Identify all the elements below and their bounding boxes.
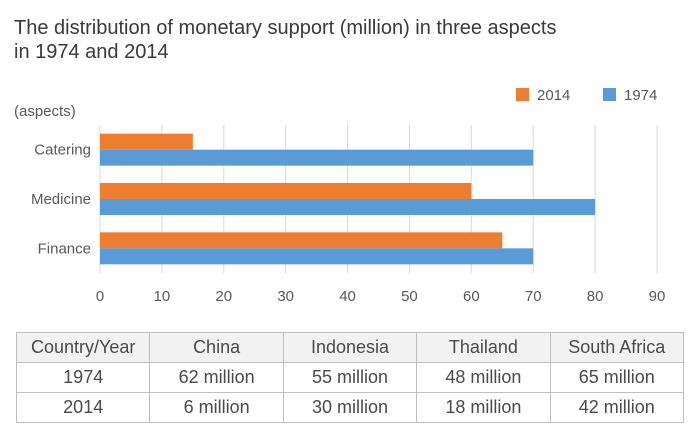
legend-swatch-2014 bbox=[516, 88, 529, 101]
bar-catering-2014 bbox=[100, 133, 193, 150]
category-label: Finance bbox=[38, 240, 91, 257]
table-cell: 62 million bbox=[149, 362, 284, 393]
table-cell: 30 million bbox=[282, 392, 418, 423]
data-table: Country/Year China Indonesia Thailand So… bbox=[15, 332, 685, 423]
table-header-cell: Thailand bbox=[416, 332, 551, 363]
bar-catering-1974 bbox=[100, 149, 534, 166]
table-cell: 18 million bbox=[416, 392, 551, 423]
bar-chart: The distribution of monetary support (mi… bbox=[14, 17, 666, 305]
x-tick-label: 60 bbox=[463, 288, 480, 305]
chart-title-line-1: The distribution of monetary support (mi… bbox=[14, 17, 556, 39]
category-labels: Catering Medicine Finance bbox=[31, 142, 91, 258]
table-header-cell: South Africa bbox=[549, 332, 685, 363]
table-header-cell: Indonesia bbox=[282, 332, 418, 363]
legend-swatch-1974 bbox=[603, 88, 616, 101]
table-cell: 2014 bbox=[15, 392, 151, 423]
x-tick-label: 20 bbox=[215, 288, 232, 305]
legend-label-2014: 2014 bbox=[537, 87, 570, 104]
bar-medicine-2014 bbox=[100, 183, 472, 199]
bar-finance-1974 bbox=[100, 248, 534, 265]
x-tick-label: 10 bbox=[154, 288, 171, 305]
y-axis-label: (aspects) bbox=[14, 103, 76, 120]
table-header-cell: Country/Year bbox=[15, 332, 151, 363]
x-tick-label: 80 bbox=[587, 288, 604, 305]
table-header-row: Country/Year China Indonesia Thailand So… bbox=[15, 332, 685, 363]
x-tick-label: 30 bbox=[277, 288, 294, 305]
table-cell: 1974 bbox=[15, 362, 151, 393]
category-label: Medicine bbox=[31, 191, 91, 208]
table-cell: 6 million bbox=[149, 392, 284, 423]
x-tick-label: 90 bbox=[649, 288, 666, 305]
bar-medicine-1974 bbox=[100, 199, 596, 215]
x-tick-label: 50 bbox=[401, 288, 418, 305]
table-cell: 48 million bbox=[416, 362, 551, 393]
table-cell: 65 million bbox=[549, 362, 685, 393]
table-cell: 42 million bbox=[549, 392, 685, 423]
table-header-cell: China bbox=[149, 332, 284, 363]
chart-title-line-2: in 1974 and 2014 bbox=[14, 41, 169, 63]
bars bbox=[100, 133, 596, 265]
x-tick-label: 40 bbox=[339, 288, 356, 305]
table-row: 2014 6 million 30 million 18 million 42 … bbox=[15, 392, 685, 423]
x-tick-label: 0 bbox=[96, 288, 104, 305]
category-label: Catering bbox=[34, 142, 91, 159]
table-cell: 55 million bbox=[282, 362, 418, 393]
table-row: 1974 62 million 55 million 48 million 65… bbox=[15, 362, 685, 393]
x-tick-label: 70 bbox=[525, 288, 542, 305]
x-tick-labels: 0 10 20 30 40 50 60 70 80 90 bbox=[96, 288, 666, 305]
bar-finance-2014 bbox=[100, 232, 503, 249]
legend-label-1974: 1974 bbox=[624, 87, 657, 104]
